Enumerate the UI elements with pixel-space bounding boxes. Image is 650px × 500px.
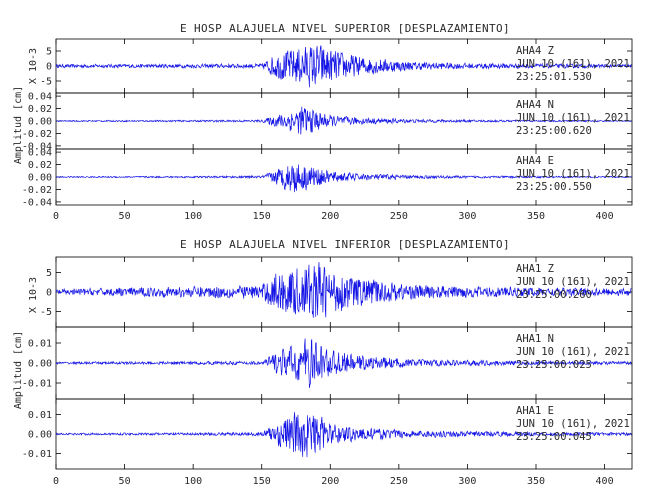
x-tick-label: 150	[253, 211, 271, 222]
date-label: JUN 10 (161), 2021	[516, 276, 630, 288]
time-label: 23:25:00.025	[516, 359, 592, 371]
x-tick-label: 350	[527, 211, 545, 222]
x-tick-label: 100	[184, 211, 202, 222]
y-tick-label: -5	[40, 307, 52, 318]
y-tick-label: -0.04	[22, 197, 52, 208]
station-label: AHA4 E	[516, 155, 554, 167]
y-tick-label: -0.04	[22, 141, 52, 152]
x-tick-label: 100	[184, 476, 202, 487]
x-tick-label: 400	[596, 211, 614, 222]
x-tick-label: 200	[321, 476, 339, 487]
date-label: JUN 10 (161), 2021	[516, 58, 630, 70]
seismic-trace	[55, 164, 632, 193]
y-tick-label: 0.02	[28, 160, 52, 171]
station-label: AHA1 N	[516, 333, 554, 345]
station-label: AHA1 Z	[516, 263, 554, 275]
y-tick-label: -0.02	[22, 129, 52, 140]
y-tick-label: 0.01	[28, 339, 52, 350]
station-label: AHA1 E	[516, 405, 554, 417]
y-tick-label: 0	[46, 62, 52, 73]
scale-label-bottom: X 10-3	[28, 277, 39, 313]
y-tick-label: -0.01	[22, 449, 52, 460]
x-tick-label: 200	[321, 211, 339, 222]
date-label: JUN 10 (161), 2021	[516, 346, 630, 358]
station-label: AHA4 N	[516, 99, 554, 111]
time-label: 23:25:00.620	[516, 125, 592, 137]
seismic-trace	[55, 262, 632, 318]
x-tick-label: 350	[527, 476, 545, 487]
y-tick-label: 5	[46, 47, 52, 58]
y-axis-label-bottom: Amplitud [cm]	[13, 331, 24, 409]
x-tick-label: 250	[390, 211, 408, 222]
seismic-trace	[55, 412, 632, 458]
x-tick-label: 150	[253, 476, 271, 487]
y-tick-label: 0.00	[28, 173, 52, 184]
time-label: 23:25:00.260	[516, 289, 592, 301]
y-tick-label: 0.02	[28, 104, 52, 115]
x-tick-label: 0	[53, 211, 59, 222]
time-label: 23:25:00.550	[516, 181, 592, 193]
scale-label-top: X 10-3	[28, 48, 39, 84]
y-tick-label: 0	[46, 288, 52, 299]
y-tick-label: 0.00	[28, 117, 52, 128]
x-tick-label: 50	[119, 211, 131, 222]
y-tick-label: 0.00	[28, 430, 52, 441]
seismic-trace	[55, 106, 632, 135]
station-label: AHA4 Z	[516, 45, 554, 57]
y-tick-label: 0.00	[28, 359, 52, 370]
x-tick-label: 0	[53, 476, 59, 487]
y-tick-label: 0.04	[28, 92, 52, 103]
seismic-trace	[55, 338, 632, 388]
date-label: JUN 10 (161), 2021	[516, 168, 630, 180]
chart-title-bottom: E HOSP ALAJUELA NIVEL INFERIOR [DESPLAZA…	[180, 238, 510, 251]
y-axis-label-top: Amplitud [cm]	[13, 86, 24, 164]
y-tick-label: -0.01	[22, 379, 52, 390]
x-tick-label: 300	[458, 476, 476, 487]
date-label: JUN 10 (161), 2021	[516, 112, 630, 124]
y-tick-label: -0.02	[22, 185, 52, 196]
x-tick-label: 300	[458, 211, 476, 222]
chart-title-top: E HOSP ALAJUELA NIVEL SUPERIOR [DESPLAZA…	[180, 22, 510, 35]
date-label: JUN 10 (161), 2021	[516, 418, 630, 430]
x-tick-label: 250	[390, 476, 408, 487]
time-label: 23:25:01.530	[516, 71, 592, 83]
seismic-trace	[55, 45, 632, 88]
y-tick-label: -5	[40, 77, 52, 88]
y-tick-label: 0.01	[28, 410, 52, 421]
y-tick-label: 5	[46, 268, 52, 279]
x-tick-label: 50	[119, 476, 131, 487]
y-tick-label: 0.04	[28, 148, 52, 159]
x-tick-label: 400	[596, 476, 614, 487]
time-label: 23:25:00.045	[516, 431, 592, 443]
